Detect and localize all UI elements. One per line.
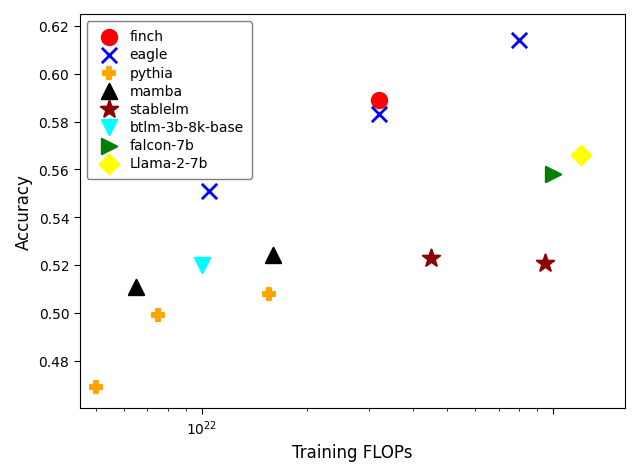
eagle (514, 38, 524, 45)
mamba (131, 283, 141, 291)
Legend: finch, eagle, pythia, mamba, stablelm, btlm-3b-8k-base, falcon-7b, Llama-2-7b: finch, eagle, pythia, mamba, stablelm, b… (86, 22, 252, 179)
pythia (152, 312, 163, 319)
Llama-2-7b (576, 152, 586, 159)
eagle (204, 188, 214, 195)
stablelm (426, 255, 436, 262)
pythia (91, 383, 101, 391)
falcon-7b (548, 171, 558, 178)
Y-axis label: Accuracy: Accuracy (15, 174, 33, 249)
finch (204, 161, 214, 169)
eagle (374, 111, 385, 119)
stablelm (540, 259, 550, 267)
finch (374, 97, 385, 105)
mamba (268, 252, 278, 260)
X-axis label: Training FLOPs: Training FLOPs (292, 443, 413, 461)
btlm-3b-8k-base (196, 262, 207, 269)
pythia (264, 290, 274, 298)
